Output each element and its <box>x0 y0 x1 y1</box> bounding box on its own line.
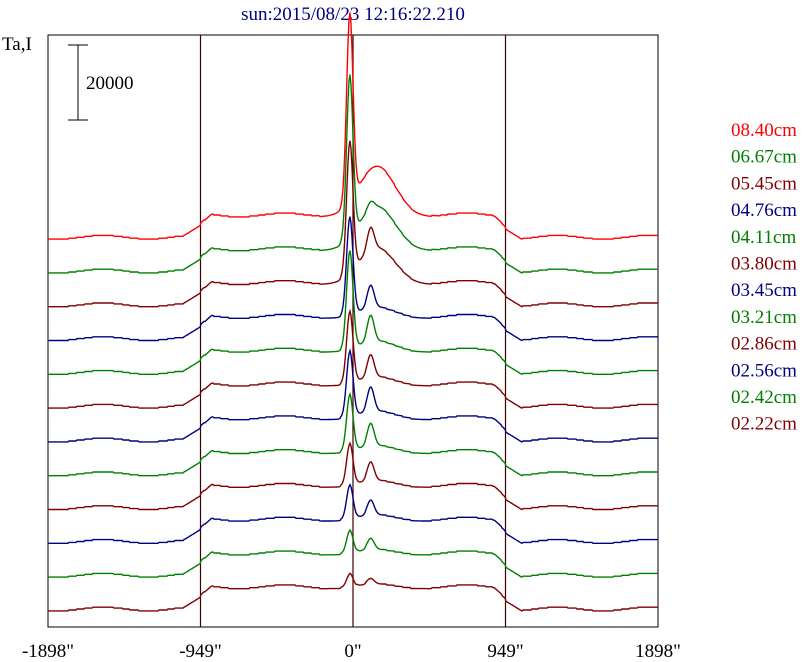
y-axis-label: Ta,I <box>2 34 32 55</box>
scale-bar <box>68 44 88 121</box>
series-line-02.86cm <box>48 441 658 511</box>
series-line-02.56cm <box>48 483 658 545</box>
legend-entry: 08.40cm <box>731 120 797 141</box>
legend-entry: 06.67cm <box>731 147 797 168</box>
series-line-05.45cm <box>48 140 658 308</box>
x-tick-label: 0" <box>344 641 361 662</box>
series-line-06.67cm <box>48 74 658 274</box>
series-line-04.11cm <box>48 250 658 376</box>
series-line-02.42cm <box>48 528 658 578</box>
legend-entry: 03.80cm <box>731 254 797 275</box>
legend-entry: 02.22cm <box>731 414 797 435</box>
series-group <box>48 12 658 612</box>
x-tick-label: -949" <box>179 641 222 662</box>
series-line-04.76cm <box>48 216 658 342</box>
series-line-03.21cm <box>48 391 658 477</box>
legend-entry: 05.45cm <box>731 173 797 194</box>
legend-entry: 03.21cm <box>731 307 797 328</box>
x-tick-label: 1898" <box>635 641 681 662</box>
legend-entry: 02.56cm <box>731 360 797 381</box>
x-tick-label: 949" <box>487 641 523 662</box>
legend-entry: 02.42cm <box>731 387 797 408</box>
series-line-02.22cm <box>48 572 658 612</box>
x-tick-label: -1898" <box>22 641 74 662</box>
series-line-08.40cm <box>48 12 658 240</box>
series-line-03.80cm <box>48 308 658 409</box>
legend-entry: 04.11cm <box>731 227 796 248</box>
x-tick-labels: -1898" -949" 0" 949" 1898" <box>22 641 681 662</box>
series-line-03.45cm <box>48 348 658 443</box>
legend-entry: 02.86cm <box>731 334 797 355</box>
legend-entry: 03.45cm <box>731 280 797 301</box>
legend-entry: 04.76cm <box>731 200 797 221</box>
scale-bar-label: 20000 <box>86 73 134 94</box>
chart-title: sun:2015/08/23 12:16:22.210 <box>241 4 465 25</box>
legend: 08.40cm 06.67cm 05.45cm 04.76cm 04.11cm 03.80… <box>731 120 797 435</box>
